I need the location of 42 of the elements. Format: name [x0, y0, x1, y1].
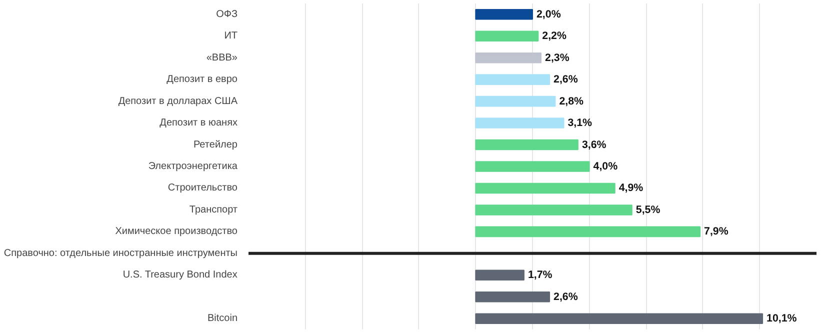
- bar: [475, 313, 764, 324]
- y-tick-label: Химическое производство: [115, 226, 238, 238]
- data-label: 2,6%: [554, 290, 578, 303]
- y-tick-label: ИТ: [224, 30, 238, 42]
- bar: [475, 30, 539, 42]
- data-label: 2,0%: [536, 8, 562, 20]
- data-label: 3,6%: [582, 138, 607, 151]
- data-label: 2,2%: [542, 30, 567, 42]
- bar: [475, 270, 524, 281]
- y-tick-label: Bitcoin: [207, 313, 238, 324]
- bar: [475, 139, 578, 150]
- data-label: 2,6%: [554, 74, 578, 86]
- y-tick-label: U.S. Treasury Bond Index: [122, 270, 238, 281]
- bar: [475, 204, 632, 216]
- bar: [475, 118, 564, 128]
- data-label: 4,0%: [593, 160, 618, 172]
- data-label: 7,9%: [704, 226, 729, 238]
- y-tick-label: Ретейлер: [193, 139, 238, 150]
- y-tick-label: ОФЗ: [216, 8, 238, 20]
- bar: [475, 161, 590, 172]
- data-label: 5,5%: [636, 204, 661, 216]
- y-tick-label: Депозит в долларах США: [118, 96, 238, 107]
- y-tick-label: Депозит в юанях: [160, 118, 238, 129]
- y-tick-label: Транспорт: [189, 204, 238, 216]
- y-tick-label: Депозит в евро: [166, 74, 238, 86]
- bar: [475, 226, 701, 238]
- y-tick-label: Электроэнергетика: [148, 161, 238, 172]
- bar: [475, 52, 542, 64]
- data-label: 3,1%: [568, 117, 593, 130]
- data-label: 10,1%: [766, 312, 798, 325]
- bar: [475, 182, 616, 194]
- y-tick-label: Строительство: [168, 182, 238, 194]
- y-tick-label: «BBB»: [206, 52, 238, 64]
- data-label: 2,8%: [559, 95, 584, 108]
- bar: [475, 8, 533, 20]
- data-label: 2,3%: [545, 52, 570, 64]
- data-label: 4,9%: [618, 182, 644, 194]
- bar: [475, 96, 556, 107]
- data-label: 1,7%: [528, 269, 553, 282]
- bar: [475, 292, 550, 302]
- y-tick-label: Справочно: отдельные иностранные инструменты: [4, 248, 238, 259]
- bar: [475, 74, 550, 85]
